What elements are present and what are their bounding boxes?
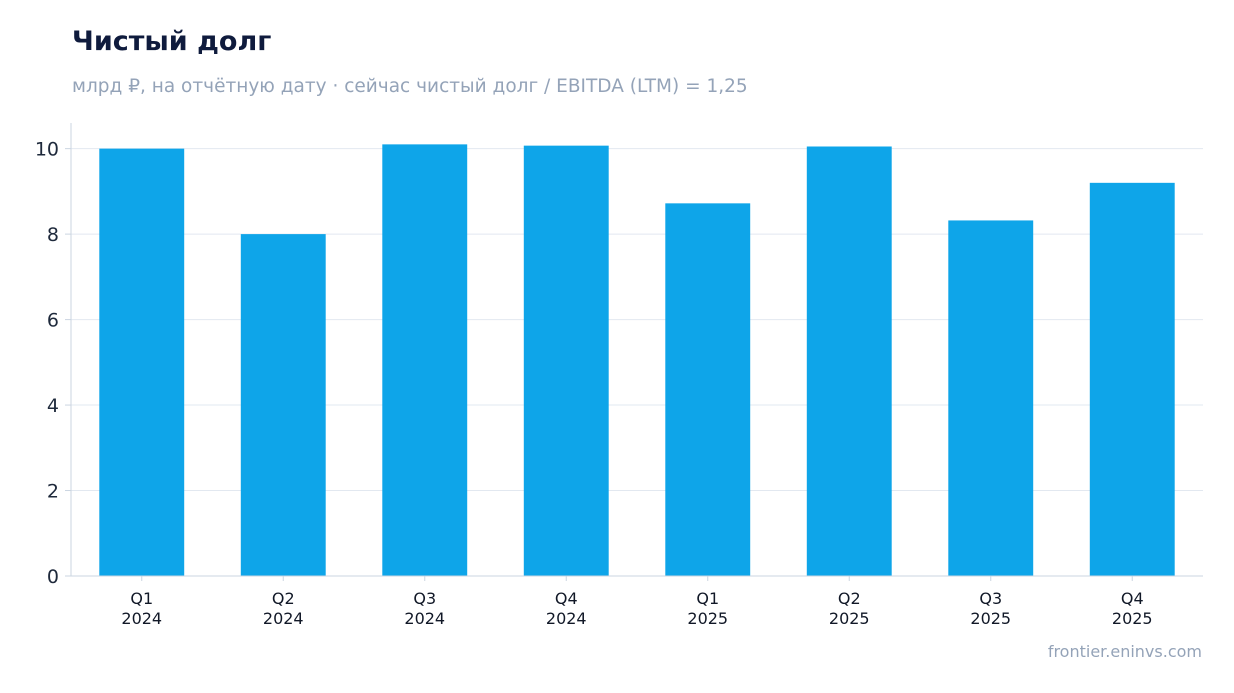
- x-tick-label: Q2 2024: [263, 589, 304, 628]
- y-tick-label: 8: [47, 224, 59, 246]
- x-tick-label: Q2 2025: [829, 589, 870, 628]
- y-tick-label: 0: [47, 566, 59, 588]
- bar[interactable]: [948, 220, 1034, 576]
- x-tick-label: Q4 2025: [1112, 589, 1153, 628]
- x-tick-quarter: Q4: [555, 589, 578, 608]
- y-tick-label: 10: [35, 139, 59, 161]
- bar[interactable]: [240, 234, 326, 576]
- y-tick-label: 2: [47, 481, 59, 503]
- bars: [99, 144, 1175, 577]
- x-tick-label: Q4 2024: [546, 589, 587, 628]
- bar[interactable]: [382, 144, 468, 576]
- x-tick-quarter: Q3: [413, 589, 436, 608]
- x-tick-year: 2025: [829, 609, 870, 628]
- x-tick-year: 2024: [121, 609, 162, 628]
- x-tick-year: 2024: [546, 609, 587, 628]
- chart-title: Чистый долг: [72, 26, 272, 57]
- x-tick-year: 2024: [404, 609, 445, 628]
- axes: [70, 123, 1203, 577]
- x-tick-label: Q1 2025: [687, 589, 728, 628]
- x-tick-year: 2025: [1112, 609, 1153, 628]
- x-tick-quarter: Q3: [979, 589, 1002, 608]
- x-tick-label: Q3 2025: [970, 589, 1011, 628]
- bar[interactable]: [99, 148, 185, 576]
- x-tick-quarter: Q4: [1121, 589, 1144, 608]
- x-tick-quarter: Q2: [838, 589, 861, 608]
- x-tick-year: 2025: [687, 609, 728, 628]
- bar[interactable]: [806, 146, 892, 577]
- x-tick-year: 2024: [263, 609, 304, 628]
- source-link[interactable]: frontier.eninvs.com: [1047, 642, 1202, 661]
- x-tick-year: 2025: [970, 609, 1011, 628]
- chart-subtitle: млрд ₽, на отчётную дату · сейчас чистый…: [72, 76, 748, 97]
- bar[interactable]: [665, 203, 751, 577]
- x-tick-label: Q3 2024: [404, 589, 445, 628]
- y-tick-label: 6: [47, 310, 59, 332]
- x-tick-label: Q1 2024: [121, 589, 162, 628]
- bar[interactable]: [1089, 182, 1175, 576]
- x-tick-quarter: Q1: [130, 589, 153, 608]
- x-tick-quarter: Q2: [272, 589, 295, 608]
- y-tick-label: 4: [47, 395, 59, 417]
- bar[interactable]: [523, 145, 609, 576]
- y-axis-ticks: 0 2 4 6 8 10: [35, 139, 71, 588]
- x-tick-quarter: Q1: [696, 589, 719, 608]
